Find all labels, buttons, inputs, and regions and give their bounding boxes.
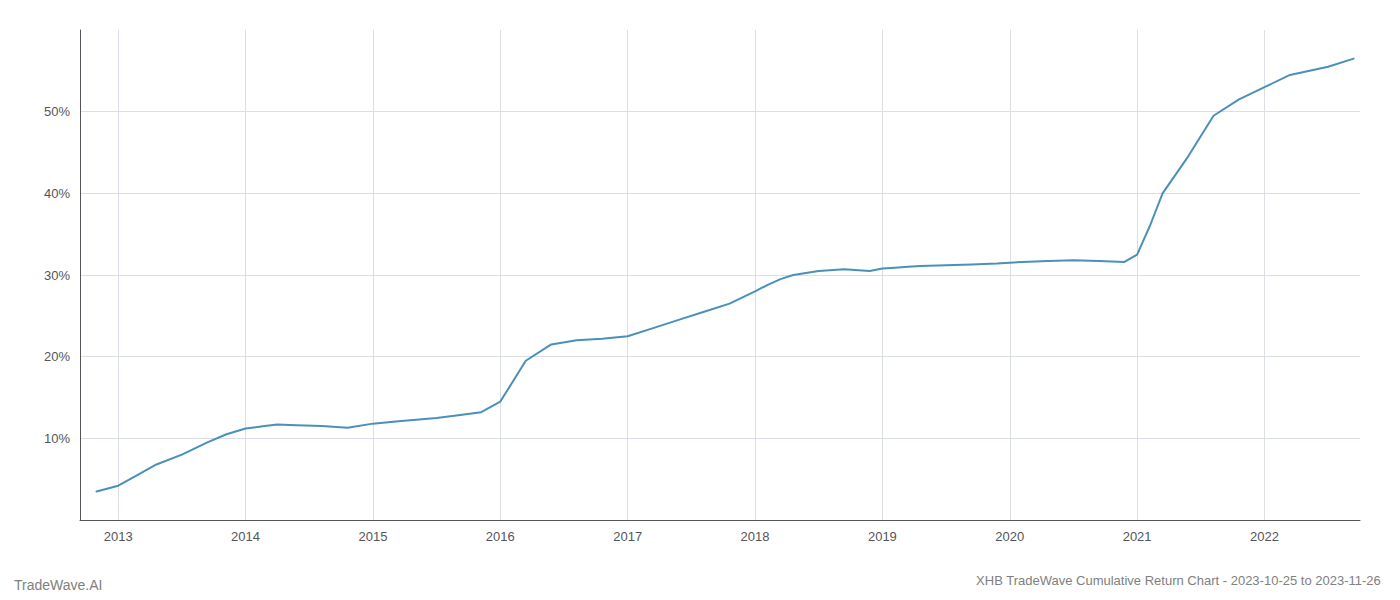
svg-text:2022: 2022 xyxy=(1250,529,1279,544)
svg-text:2017: 2017 xyxy=(613,529,642,544)
svg-text:10%: 10% xyxy=(44,431,70,446)
svg-text:2016: 2016 xyxy=(486,529,515,544)
svg-text:TradeWave.AI: TradeWave.AI xyxy=(14,577,102,593)
svg-text:50%: 50% xyxy=(44,104,70,119)
svg-text:XHB TradeWave Cumulative Retur: XHB TradeWave Cumulative Return Chart - … xyxy=(976,573,1381,588)
svg-text:20%: 20% xyxy=(44,349,70,364)
svg-text:2013: 2013 xyxy=(104,529,133,544)
svg-text:2020: 2020 xyxy=(995,529,1024,544)
svg-text:30%: 30% xyxy=(44,268,70,283)
svg-text:2014: 2014 xyxy=(231,529,260,544)
svg-text:2015: 2015 xyxy=(358,529,387,544)
svg-text:2021: 2021 xyxy=(1123,529,1152,544)
svg-text:2018: 2018 xyxy=(741,529,770,544)
svg-text:2019: 2019 xyxy=(868,529,897,544)
svg-text:40%: 40% xyxy=(44,186,70,201)
